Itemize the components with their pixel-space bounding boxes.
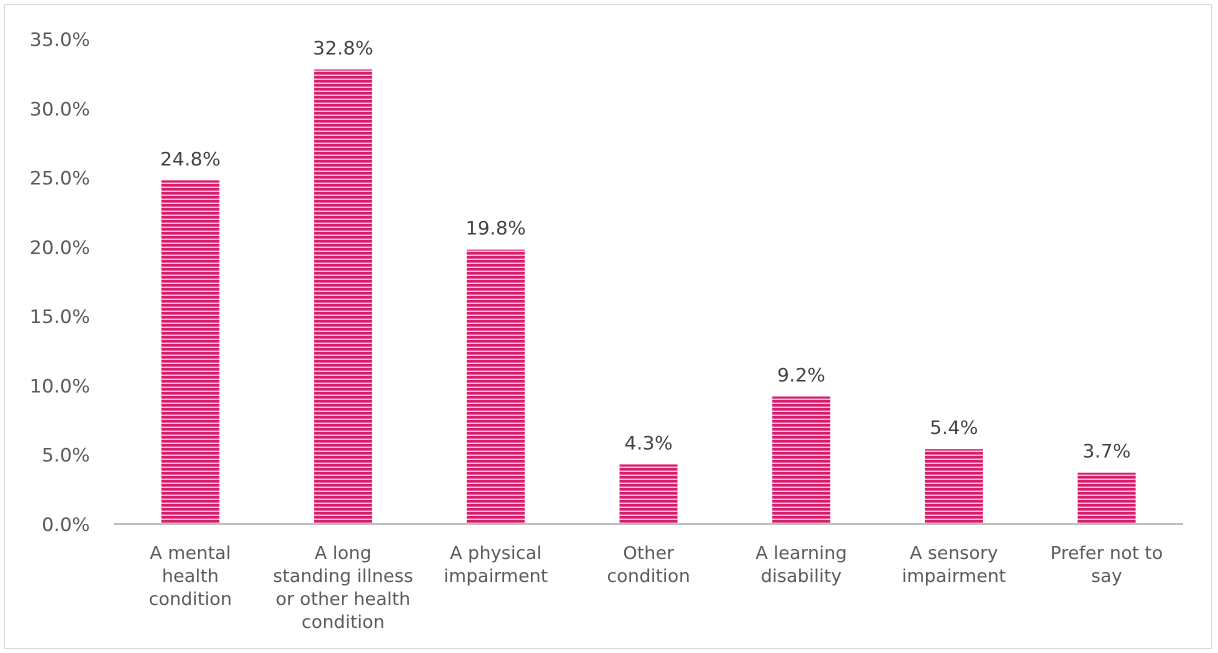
data-label: 4.3%: [624, 432, 672, 454]
y-axis: 0.0% 5.0% 10.0% 15.0% 20.0% 25.0% 30.0% 35.0%: [30, 29, 90, 536]
bar: [620, 464, 678, 524]
data-label: 32.8%: [313, 37, 373, 59]
x-tick-label: A sensory impairment: [902, 543, 1006, 587]
bar: [467, 250, 525, 524]
bars: 24.8% 32.8% 19.8% 4.3% 9.2% 5.4% 3.7%: [160, 37, 1135, 524]
data-label: 9.2%: [777, 365, 825, 387]
y-tick-label: 30.0%: [30, 98, 90, 120]
bar: [314, 69, 372, 524]
y-tick-label: 5.0%: [42, 445, 90, 467]
x-tick-label: A mental health condition: [149, 543, 232, 610]
x-tick-label: A long standing illness or other health con…: [273, 543, 413, 633]
x-tick-label: Prefer not to say: [1050, 543, 1162, 587]
data-label: 19.8%: [466, 218, 526, 240]
bar: [1078, 473, 1136, 524]
bar: [772, 397, 830, 524]
y-tick-label: 10.0%: [30, 375, 90, 397]
y-tick-label: 0.0%: [42, 514, 90, 536]
y-tick-label: 35.0%: [30, 29, 90, 51]
data-label: 3.7%: [1083, 441, 1131, 463]
data-label: 5.4%: [930, 417, 978, 439]
bar: [161, 180, 219, 524]
y-tick-label: 20.0%: [30, 237, 90, 259]
y-tick-label: 25.0%: [30, 168, 90, 190]
y-tick-label: 15.0%: [30, 306, 90, 328]
data-label: 24.8%: [160, 148, 220, 170]
x-tick-label: Other condition: [607, 543, 690, 587]
bar: [925, 449, 983, 524]
x-tick-label: A physical impairment: [444, 543, 548, 587]
x-tick-label: A learning disability: [755, 543, 846, 587]
x-axis: A mental health condition A long standing il…: [114, 524, 1183, 633]
